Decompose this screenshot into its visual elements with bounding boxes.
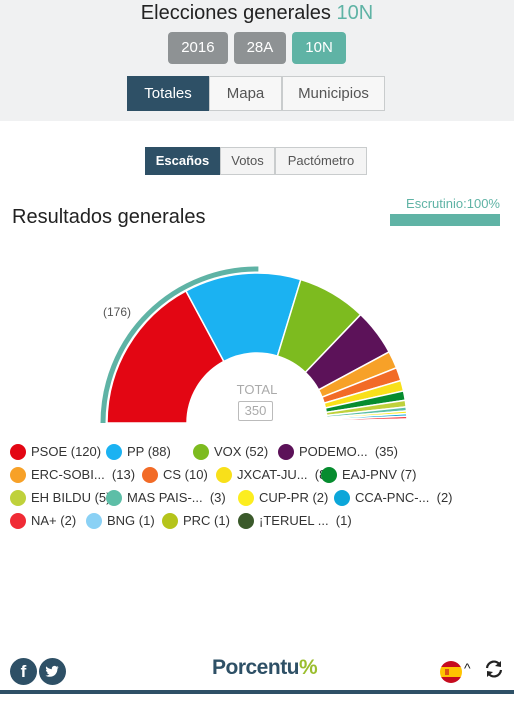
legend-label: BNG (1) (107, 513, 155, 528)
legend-color-dot (10, 443, 26, 460)
legend-item[interactable]: CUP-PR (2) (238, 489, 334, 506)
legend-item[interactable]: EAJ-PNV (7) (321, 466, 421, 483)
legend-item[interactable]: EH BILDU (5) (10, 489, 110, 506)
legend-color-dot (10, 466, 26, 483)
legend-item[interactable]: CCA-PNC-... (2) (334, 489, 464, 506)
seat-slice-teruel-existe[interactable] (326, 420, 408, 424)
legend-label: ERC-SOBI... (13) (31, 467, 136, 482)
social-links: f (10, 658, 66, 685)
bottom-bar (0, 690, 514, 694)
tab-votos[interactable]: Votos (220, 147, 275, 175)
legend-label: ¡TERUEL ... (1) (259, 513, 352, 528)
seats-hemicycle-chart (0, 245, 514, 430)
scrutiny-label: Escrutinio:100% (406, 196, 500, 211)
facebook-icon[interactable]: f (10, 658, 37, 685)
legend-item[interactable]: NA+ (2) (10, 512, 86, 529)
legend-item[interactable]: PSOE (120) (10, 443, 106, 460)
legend-item[interactable]: BNG (1) (86, 512, 162, 529)
legend-color-dot (10, 512, 26, 529)
metric-tabs: Escaños Votos Pactómetro (145, 147, 367, 175)
year-selector: 2016 28A 10N (0, 32, 514, 64)
legend-color-dot (278, 443, 294, 460)
legend-item[interactable]: PP (88) (106, 443, 193, 460)
porcentual-logo[interactable]: Porcentu% (212, 656, 318, 679)
legend-label: PP (88) (127, 444, 171, 459)
legend-label: CS (10) (163, 467, 208, 482)
legend-color-dot (10, 489, 26, 506)
tab-mapa[interactable]: Mapa (209, 76, 282, 111)
refresh-icon[interactable] (483, 658, 505, 680)
legend-label: NA+ (2) (31, 513, 77, 528)
majority-label: (176) (103, 305, 132, 319)
legend-color-dot (162, 512, 178, 529)
view-tabs: Totales Mapa Municipios (127, 76, 385, 111)
total-label: TOTAL (236, 382, 278, 397)
header: Elecciones generales 10N 2016 28A 10N Tota… (0, 0, 514, 121)
chevron-up-icon[interactable]: ^ (464, 660, 471, 676)
legend-color-dot (216, 466, 232, 483)
tab-totales[interactable]: Totales (127, 76, 209, 111)
legend-label: PSOE (120) (31, 444, 102, 459)
spain-flag-icon[interactable] (440, 661, 462, 683)
legend-item[interactable]: PODEMO... (35) (278, 443, 428, 460)
legend-item[interactable]: CS (10) (142, 466, 216, 483)
legend-color-dot (86, 512, 102, 529)
tab-pactometro[interactable]: Pactómetro (275, 147, 367, 175)
legend-label: JXCAT-JU... (8) (237, 467, 331, 482)
legend-item[interactable]: MAS PAIS-... (3) (106, 489, 238, 506)
seat-slice-psoe[interactable] (106, 289, 225, 424)
tab-municipios[interactable]: Municipios (282, 76, 385, 111)
legend-color-dot (334, 489, 350, 506)
twitter-icon[interactable] (39, 658, 66, 685)
legend-color-dot (193, 443, 209, 460)
legend-row: ERC-SOBI... (13) CS (10) JXCAT-JU... (8) EA… (10, 463, 510, 486)
legend-label: CUP-PR (2) (259, 490, 329, 505)
legend-color-dot (106, 489, 122, 506)
legend-label: PRC (1) (183, 513, 230, 528)
scrutiny-progress-fill (390, 214, 500, 226)
legend-label: EAJ-PNV (7) (342, 467, 417, 482)
legend-label: CCA-PNC-... (2) (355, 490, 453, 505)
results-title: Resultados generales (12, 206, 206, 228)
legend-color-dot (321, 466, 337, 483)
tab-escanos[interactable]: Escaños (145, 147, 220, 175)
legend-item[interactable]: ¡TERUEL ... (1) (238, 512, 388, 529)
legend-color-dot (142, 466, 158, 483)
legend-color-dot (238, 512, 254, 529)
legend-item[interactable]: VOX (52) (193, 443, 278, 460)
legend-item[interactable]: ERC-SOBI... (13) (10, 466, 142, 483)
legend-item[interactable]: PRC (1) (162, 512, 238, 529)
page-title: Elecciones generales 10N (140, 2, 374, 24)
legend-color-dot (238, 489, 254, 506)
party-legend: PSOE (120) PP (88) VOX (52) PODEMO... (35) E… (10, 440, 510, 532)
legend-row: PSOE (120) PP (88) VOX (52) PODEMO... (35) (10, 440, 510, 463)
footer: f Porcentu% ^ (0, 648, 514, 690)
legend-color-dot (106, 443, 122, 460)
legend-label: MAS PAIS-... (3) (127, 490, 226, 505)
legend-label: VOX (52) (214, 444, 269, 459)
legend-row: NA+ (2) BNG (1) PRC (1) ¡TERUEL ... (1) (10, 509, 510, 532)
year-button-10n[interactable]: 10N (292, 32, 346, 64)
legend-row: EH BILDU (5) MAS PAIS-... (3) CUP-PR (2) CC… (10, 486, 510, 509)
majority-arc (100, 266, 259, 424)
year-button-2016[interactable]: 2016 (168, 32, 228, 64)
legend-label: PODEMO... (35) (299, 444, 398, 459)
scrutiny-progress-bar (390, 214, 500, 226)
legend-label: EH BILDU (5) (31, 490, 111, 505)
total-seats-value: 350 (238, 401, 273, 421)
legend-item[interactable]: JXCAT-JU... (8) (216, 466, 331, 483)
year-button-28a[interactable]: 28A (233, 32, 287, 64)
scrutiny-indicator: Escrutinio:100% (390, 196, 500, 226)
